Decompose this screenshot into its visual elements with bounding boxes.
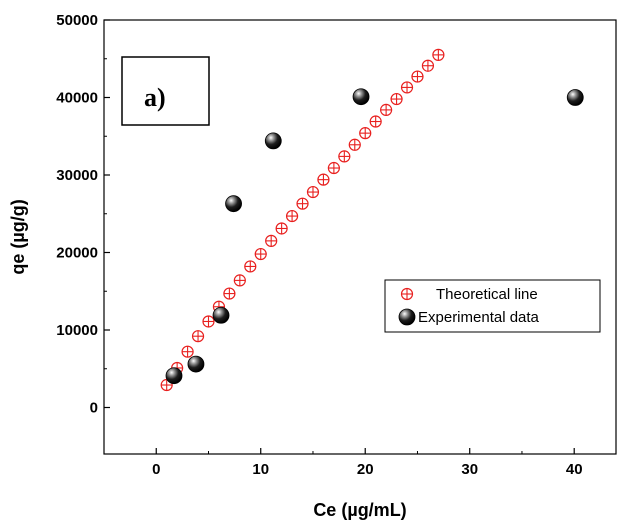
- x-tick-label: 30: [461, 461, 478, 478]
- theoretical-point: [191, 330, 205, 343]
- theoretical-point: [296, 197, 309, 210]
- experimental-point: [352, 88, 370, 106]
- theoretical-point: [327, 161, 340, 175]
- theoretical-point: [380, 103, 393, 117]
- theoretical-point: [254, 247, 267, 261]
- theoretical-point: [400, 81, 414, 94]
- theoretical-point: [306, 185, 320, 199]
- theoretical-point: [275, 222, 288, 235]
- y-tick-label: 20000: [56, 245, 98, 262]
- experimental-point: [187, 355, 205, 373]
- theoretical-point: [285, 209, 299, 223]
- panel-label: a): [144, 83, 166, 112]
- series-theoretical-line: [160, 48, 445, 392]
- legend-experimental-marker: [398, 308, 416, 326]
- x-axis-title: Ce (µg/mL): [313, 500, 406, 520]
- plot-frame: [103, 19, 617, 455]
- experimental-point: [212, 306, 230, 324]
- legend-marker-theoretical-line: [400, 287, 414, 301]
- experimental-point: [165, 367, 183, 385]
- experimental-point: [566, 89, 584, 106]
- experimental-point: [225, 195, 242, 213]
- legend-label-theoretical-line: Theoretical line: [436, 286, 538, 303]
- y-tick-label: 40000: [56, 90, 98, 107]
- theoretical-point: [181, 345, 194, 358]
- theoretical-point: [265, 234, 278, 247]
- theoretical-point: [348, 138, 361, 151]
- theoretical-point: [411, 70, 424, 83]
- legend: Theoretical line Experimental data: [384, 279, 601, 333]
- y-tick-label: 50000: [56, 12, 98, 29]
- y-axis-ticks: 0 10000 20000 30000 40000 50000: [56, 12, 110, 417]
- y-tick-label: 0: [90, 400, 98, 417]
- theoretical-point: [244, 260, 257, 273]
- theoretical-point: [223, 287, 236, 300]
- y-tick-label: 10000: [56, 322, 98, 339]
- theoretical-point: [338, 150, 351, 163]
- theoretical-point: [202, 315, 215, 328]
- theoretical-point: [317, 173, 330, 186]
- y-tick-label: 30000: [56, 167, 98, 184]
- theoretical-point: [390, 92, 403, 106]
- panel-label-box: [121, 56, 210, 126]
- x-tick-label: 10: [252, 461, 269, 478]
- legend-label-experimental-data: Experimental data: [418, 309, 540, 326]
- x-tick-label: 40: [566, 461, 583, 478]
- y-axis-title: qe (µg/g): [8, 199, 28, 274]
- x-axis-ticks: 0 10 20 30 40: [103, 448, 583, 478]
- x-tick-label: 20: [357, 461, 374, 478]
- x-tick-label: 0: [152, 461, 160, 478]
- theoretical-point: [421, 59, 435, 72]
- legend-marker-experimental-data: [398, 308, 416, 326]
- theoretical-point: [233, 274, 246, 287]
- legend-box: [384, 279, 601, 333]
- theoretical-point: [369, 115, 382, 128]
- experimental-point: [264, 132, 282, 150]
- theoretical-point: [432, 48, 445, 61]
- legend-theoretical-marker: [400, 287, 414, 301]
- theoretical-point: [359, 127, 372, 140]
- series-experimental-data: [165, 88, 584, 385]
